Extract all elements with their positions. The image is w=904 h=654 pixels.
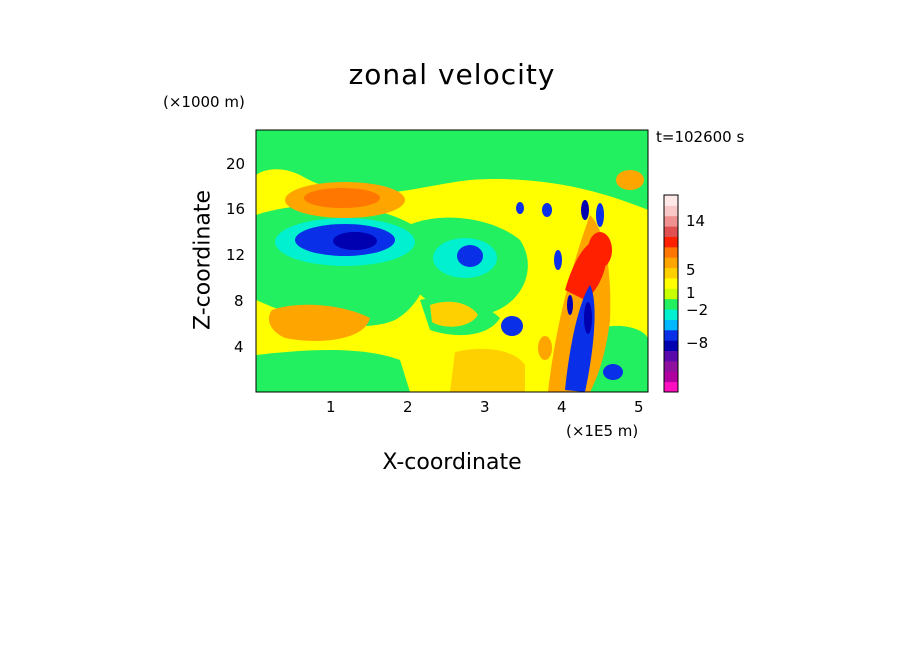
contour-region <box>588 232 612 268</box>
colorbar-swatch <box>664 226 678 237</box>
colorbar-swatch <box>664 205 678 217</box>
colorbar-swatch <box>664 267 678 279</box>
contour-region <box>581 200 589 220</box>
colorbar-swatch <box>664 350 678 362</box>
time-label: t=102600 s <box>656 128 745 146</box>
colorbar-tick-label: 1 <box>686 284 696 302</box>
y-tick-label: 4 <box>234 338 244 356</box>
contour-region <box>603 364 623 380</box>
y-tick-label: 20 <box>226 155 246 173</box>
colorbar-tick-label: 14 <box>686 212 706 230</box>
plot-frame <box>255 129 649 393</box>
colorbar <box>663 194 679 393</box>
x-tick-label: 4 <box>557 398 567 416</box>
contour-region <box>430 301 478 327</box>
colorbar-swatch <box>664 236 678 248</box>
y-tick-label: 12 <box>226 246 246 264</box>
contour-region <box>584 302 592 334</box>
contour-region <box>304 188 380 208</box>
contour-region <box>268 304 370 341</box>
colorbar-swatch <box>664 246 678 258</box>
contour-field <box>256 130 648 392</box>
contour-region <box>596 203 604 227</box>
x-axis-label: X-coordinate <box>382 450 522 475</box>
colorbar-swatch <box>664 309 678 320</box>
y-tick-label: 16 <box>226 200 246 218</box>
y-unit-label: (×1000 m) <box>163 93 245 111</box>
colorbar-tick-label: 5 <box>686 261 696 279</box>
x-tick-label: 3 <box>480 398 490 416</box>
colorbar-swatch <box>664 360 678 372</box>
contour-region <box>567 295 573 315</box>
contour-region <box>542 203 552 217</box>
colorbar-frame <box>663 194 679 393</box>
colorbar-swatch <box>664 257 678 269</box>
contour-region <box>333 232 377 250</box>
colorbar-swatch <box>664 298 678 310</box>
contour-region <box>516 202 524 214</box>
contour-region <box>450 348 525 392</box>
chart-title: zonal velocity <box>348 58 556 91</box>
x-tick-label: 1 <box>326 398 336 416</box>
colorbar-swatch <box>664 371 678 383</box>
colorbar-swatch <box>664 319 678 331</box>
colorbar-swatch <box>664 195 678 206</box>
colorbar-tick-label: −8 <box>686 334 709 352</box>
colorbar-swatch <box>664 381 678 393</box>
x-unit-label: (×1E5 m) <box>566 422 639 440</box>
colorbar-swatch <box>664 329 678 341</box>
colorbar-swatch <box>664 288 678 300</box>
colorbar-tick-label: −2 <box>686 301 709 319</box>
x-tick-label: 2 <box>403 398 413 416</box>
colorbar-swatch <box>664 215 678 227</box>
contour-region <box>501 316 523 336</box>
colorbar-swatch <box>664 277 678 289</box>
contour-region <box>616 170 644 190</box>
contour-region <box>256 350 410 392</box>
colorbar-swatch <box>664 340 678 352</box>
x-tick-label: 5 <box>634 398 644 416</box>
contour-region <box>538 336 552 360</box>
contour-region <box>554 250 562 270</box>
y-tick-label: 8 <box>234 292 244 310</box>
contour-region <box>457 245 483 267</box>
